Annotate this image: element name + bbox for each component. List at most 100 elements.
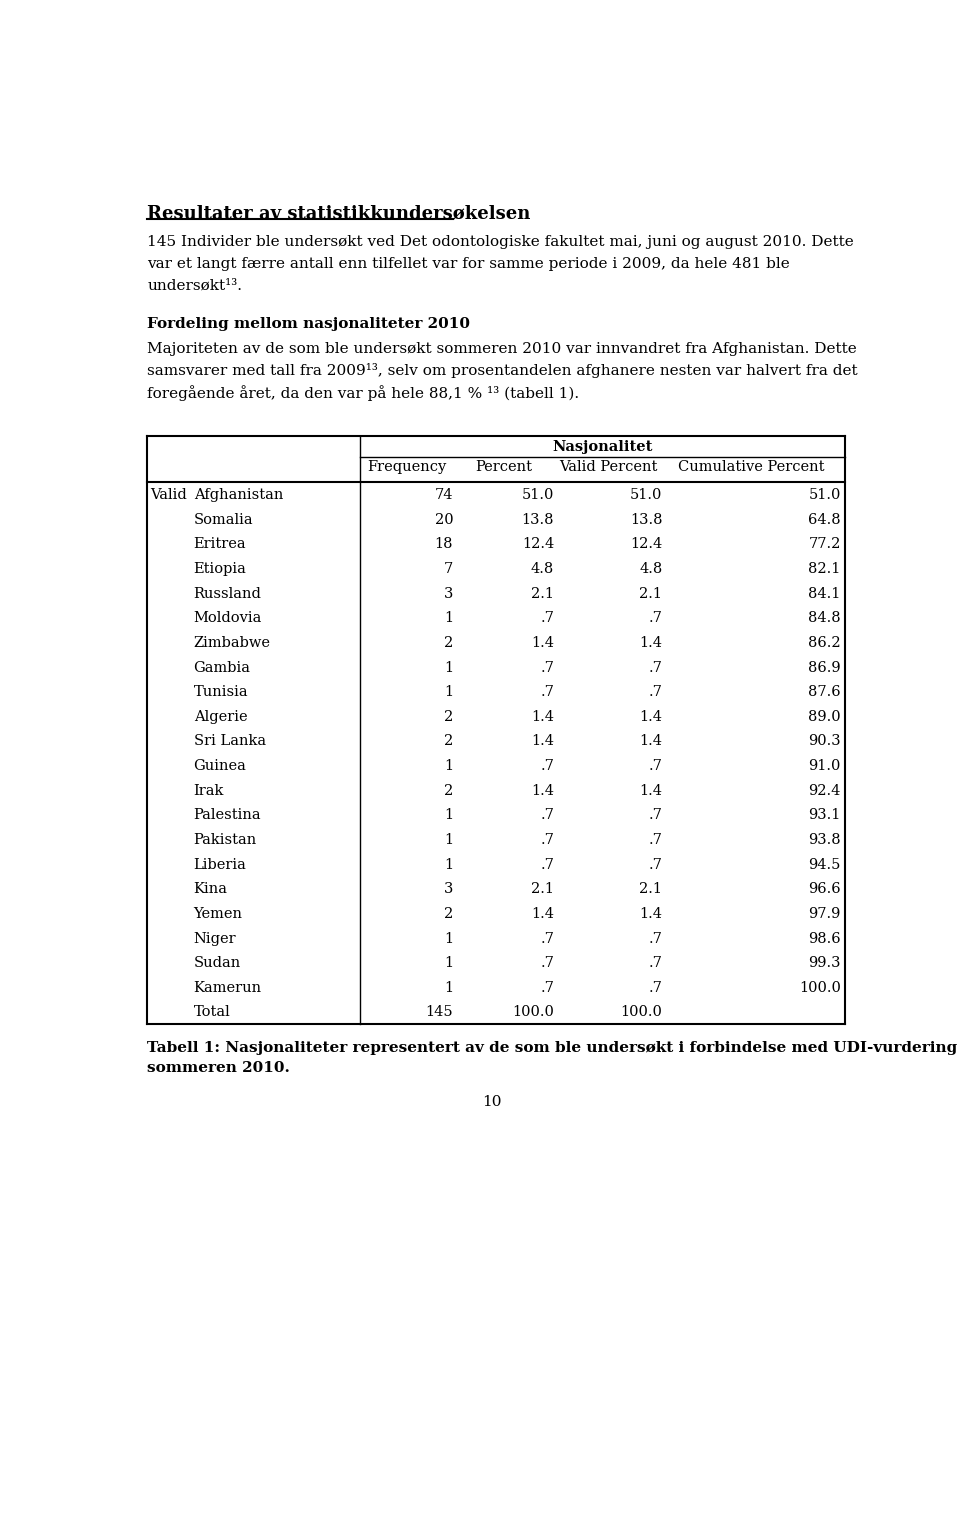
Text: 97.9: 97.9 xyxy=(808,906,841,921)
Text: 2.1: 2.1 xyxy=(531,882,554,896)
Text: Percent: Percent xyxy=(475,460,532,474)
Text: 100.0: 100.0 xyxy=(512,1006,554,1020)
Text: 1.4: 1.4 xyxy=(639,710,662,723)
Text: 1: 1 xyxy=(444,760,453,773)
Text: 1.4: 1.4 xyxy=(531,734,554,749)
Text: 1: 1 xyxy=(444,685,453,699)
Text: 93.1: 93.1 xyxy=(808,808,841,823)
Text: 1.4: 1.4 xyxy=(639,906,662,921)
Text: 2.1: 2.1 xyxy=(639,882,662,896)
Text: 2: 2 xyxy=(444,734,453,749)
Text: 1.4: 1.4 xyxy=(531,635,554,651)
Text: .7: .7 xyxy=(540,980,554,996)
Text: Liberia: Liberia xyxy=(194,858,247,871)
Text: .7: .7 xyxy=(540,661,554,675)
Text: 77.2: 77.2 xyxy=(808,537,841,551)
Text: 2.1: 2.1 xyxy=(531,587,554,601)
Text: 2: 2 xyxy=(444,635,453,651)
Text: Sri Lanka: Sri Lanka xyxy=(194,734,266,749)
Text: .7: .7 xyxy=(649,858,662,871)
Text: .7: .7 xyxy=(649,808,662,823)
Text: Fordeling mellom nasjonaliteter 2010: Fordeling mellom nasjonaliteter 2010 xyxy=(147,318,470,331)
Text: 96.6: 96.6 xyxy=(808,882,841,896)
Text: Cumulative Percent: Cumulative Percent xyxy=(679,460,825,474)
Text: Afghanistan: Afghanistan xyxy=(194,489,283,502)
Text: 64.8: 64.8 xyxy=(808,513,841,527)
Text: .7: .7 xyxy=(649,661,662,675)
Text: 2: 2 xyxy=(444,710,453,723)
Text: 10: 10 xyxy=(482,1095,502,1109)
Text: Nasjonalitet: Nasjonalitet xyxy=(552,440,653,454)
Text: Resultater av statistikkundersøkelsen: Resultater av statistikkundersøkelsen xyxy=(147,204,531,222)
Text: Palestina: Palestina xyxy=(194,808,261,823)
Text: 3: 3 xyxy=(444,882,453,896)
Text: var et langt færre antall enn tilfellet var for samme periode i 2009, da hele 48: var et langt færre antall enn tilfellet … xyxy=(147,257,790,271)
Text: .7: .7 xyxy=(649,980,662,996)
Text: Kamerun: Kamerun xyxy=(194,980,262,996)
Text: Russland: Russland xyxy=(194,587,261,601)
Text: Niger: Niger xyxy=(194,932,236,946)
Text: Majoriteten av de som ble undersøkt sommeren 2010 var innvandret fra Afghanistan: Majoriteten av de som ble undersøkt somm… xyxy=(147,342,857,356)
Text: 7: 7 xyxy=(444,561,453,576)
Text: 1: 1 xyxy=(444,858,453,871)
Text: Kina: Kina xyxy=(194,882,228,896)
Text: Guinea: Guinea xyxy=(194,760,247,773)
Text: 13.8: 13.8 xyxy=(630,513,662,527)
Text: 99.3: 99.3 xyxy=(808,956,841,970)
Text: Yemen: Yemen xyxy=(194,906,243,921)
Text: 51.0: 51.0 xyxy=(521,489,554,502)
Text: Eritrea: Eritrea xyxy=(194,537,247,551)
Text: .7: .7 xyxy=(540,685,554,699)
Text: 100.0: 100.0 xyxy=(620,1006,662,1020)
Text: 4.8: 4.8 xyxy=(639,561,662,576)
Text: Etiopia: Etiopia xyxy=(194,561,247,576)
Text: 1: 1 xyxy=(444,611,453,625)
Text: Valid Percent: Valid Percent xyxy=(559,460,658,474)
Text: 3: 3 xyxy=(444,587,453,601)
Text: Moldovia: Moldovia xyxy=(194,611,262,625)
Text: 18: 18 xyxy=(435,537,453,551)
Text: 1: 1 xyxy=(444,661,453,675)
Text: .7: .7 xyxy=(649,611,662,625)
Text: 74: 74 xyxy=(435,489,453,502)
Text: .7: .7 xyxy=(649,685,662,699)
Text: .7: .7 xyxy=(540,808,554,823)
Text: 2: 2 xyxy=(444,784,453,797)
Text: .7: .7 xyxy=(540,834,554,847)
Text: 90.3: 90.3 xyxy=(808,734,841,749)
Text: Sudan: Sudan xyxy=(194,956,241,970)
Text: 87.6: 87.6 xyxy=(808,685,841,699)
Text: 1.4: 1.4 xyxy=(531,784,554,797)
Text: Zimbabwe: Zimbabwe xyxy=(194,635,271,651)
Text: samsvarer med tall fra 2009¹³, selv om prosentandelen afghanere nesten var halve: samsvarer med tall fra 2009¹³, selv om p… xyxy=(147,363,857,378)
Text: .7: .7 xyxy=(649,760,662,773)
Text: 1: 1 xyxy=(444,980,453,996)
Text: 1.4: 1.4 xyxy=(639,784,662,797)
Text: .7: .7 xyxy=(540,611,554,625)
Text: 1: 1 xyxy=(444,834,453,847)
Text: 89.0: 89.0 xyxy=(808,710,841,723)
Text: 94.5: 94.5 xyxy=(808,858,841,871)
Text: 1: 1 xyxy=(444,956,453,970)
Text: 1.4: 1.4 xyxy=(639,734,662,749)
Text: Pakistan: Pakistan xyxy=(194,834,257,847)
Text: 98.6: 98.6 xyxy=(808,932,841,946)
Text: 20: 20 xyxy=(435,513,453,527)
Text: foregående året, da den var på hele 88,1 % ¹³ (tabell 1).: foregående året, da den var på hele 88,1… xyxy=(147,384,579,401)
Text: Valid: Valid xyxy=(150,489,187,502)
Text: Frequency: Frequency xyxy=(367,460,446,474)
Text: 51.0: 51.0 xyxy=(808,489,841,502)
Text: .7: .7 xyxy=(649,834,662,847)
Text: 2: 2 xyxy=(444,906,453,921)
Text: 100.0: 100.0 xyxy=(799,980,841,996)
Text: 2.1: 2.1 xyxy=(639,587,662,601)
Text: Irak: Irak xyxy=(194,784,224,797)
Text: .7: .7 xyxy=(540,858,554,871)
Text: 1.4: 1.4 xyxy=(639,635,662,651)
Text: 4.8: 4.8 xyxy=(531,561,554,576)
Text: Tunisia: Tunisia xyxy=(194,685,249,699)
Text: 91.0: 91.0 xyxy=(808,760,841,773)
Text: .7: .7 xyxy=(649,932,662,946)
Text: 145 Individer ble undersøkt ved Det odontologiske fakultet mai, juni og august 2: 145 Individer ble undersøkt ved Det odon… xyxy=(147,236,853,250)
Text: 13.8: 13.8 xyxy=(521,513,554,527)
